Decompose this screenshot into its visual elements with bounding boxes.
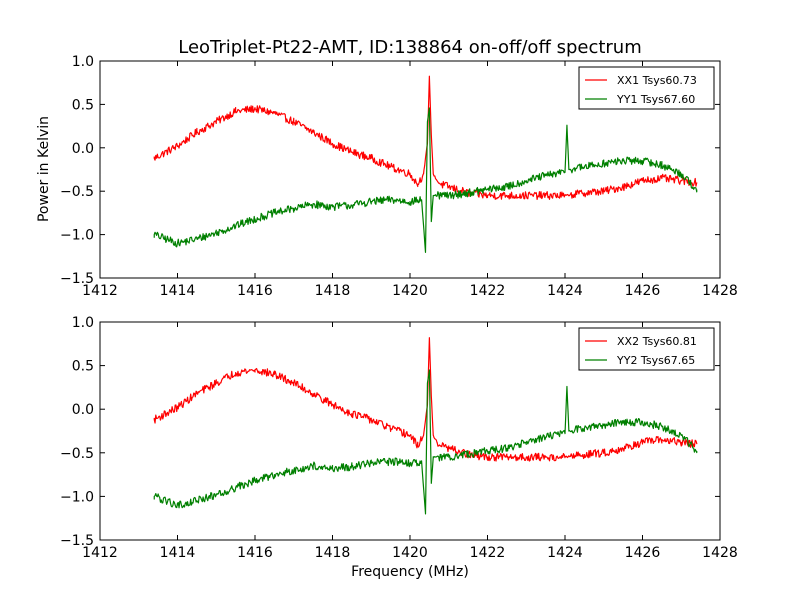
top-x-tick-label: 1426 — [625, 283, 661, 299]
bottom-panel: 1412 1414 1416 1418 1420 1422 1424 1426 1428 −1.5… — [60, 315, 738, 561]
figure-title: LeoTriplet-Pt22-AMT, ID:138864 on-off/of… — [178, 37, 642, 58]
top-y-tick-label: 1.0 — [72, 54, 94, 70]
top-legend-box — [578, 66, 715, 110]
top-y-tick-label: −0.5 — [60, 184, 94, 200]
bottom-legend-box — [578, 327, 715, 371]
bottom-x-tick-label: 1426 — [625, 545, 661, 561]
bottom-y-tick-label: 0.0 — [72, 402, 94, 418]
bottom-series-line-2 — [153, 369, 698, 515]
top-x-tick-label: 1422 — [470, 283, 506, 299]
bottom-legend-label-1: XX2 Tsys60.81 — [617, 335, 697, 348]
top-y-tick-label: −1.5 — [60, 271, 94, 287]
top-x-tick-label: 1420 — [392, 283, 428, 299]
bottom-x-tick-label: 1428 — [702, 545, 738, 561]
top-legend-label-1: XX1 Tsys60.73 — [617, 74, 697, 87]
bottom-y-tick-label: −1.5 — [60, 533, 94, 549]
bottom-x-tick-label: 1422 — [470, 545, 506, 561]
top-x-tick-label: 1412 — [82, 283, 118, 299]
bottom-x-tick-label: 1412 — [82, 545, 118, 561]
bottom-x-tick-label: 1420 — [392, 545, 428, 561]
x-axis-label: Frequency (MHz) — [351, 564, 469, 580]
top-panel: 1412 1414 1416 1418 1420 1422 1424 1426 1428 −1.5… — [60, 54, 738, 299]
bottom-legend-label-2: YY2 Tsys67.65 — [616, 354, 695, 367]
bottom-y-tick-label: −0.5 — [60, 446, 94, 462]
bottom-x-tick-label: 1414 — [160, 545, 196, 561]
top-series-line-2 — [153, 107, 698, 253]
top-x-tick-label: 1428 — [702, 283, 738, 299]
top-y-tick-label: 0.0 — [72, 141, 94, 157]
top-y-tick-label: −1.0 — [60, 228, 94, 244]
top-x-tick-label: 1416 — [237, 283, 273, 299]
bottom-y-tick-label: 0.5 — [72, 359, 94, 375]
bottom-y-tick-label: −1.0 — [60, 489, 94, 505]
top-legend: XX1 Tsys60.73 YY1 Tsys67.60 — [578, 66, 715, 110]
bottom-y-tick-label: 1.0 — [72, 315, 94, 331]
bottom-x-tick-label: 1424 — [547, 545, 583, 561]
top-x-tick-label: 1424 — [547, 283, 583, 299]
top-y-tick-label: 0.5 — [72, 97, 94, 113]
top-x-tick-label: 1414 — [160, 283, 196, 299]
bottom-x-tick-label: 1416 — [237, 545, 273, 561]
bottom-legend: XX2 Tsys60.81 YY2 Tsys67.65 — [578, 327, 715, 371]
bottom-x-tick-label: 1418 — [315, 545, 351, 561]
top-x-tick-label: 1418 — [315, 283, 351, 299]
y-axis-label: Power in Kelvin — [36, 116, 52, 222]
top-legend-label-2: YY1 Tsys67.60 — [616, 93, 695, 106]
top-series-group — [153, 75, 698, 253]
bottom-series-group — [153, 337, 698, 515]
